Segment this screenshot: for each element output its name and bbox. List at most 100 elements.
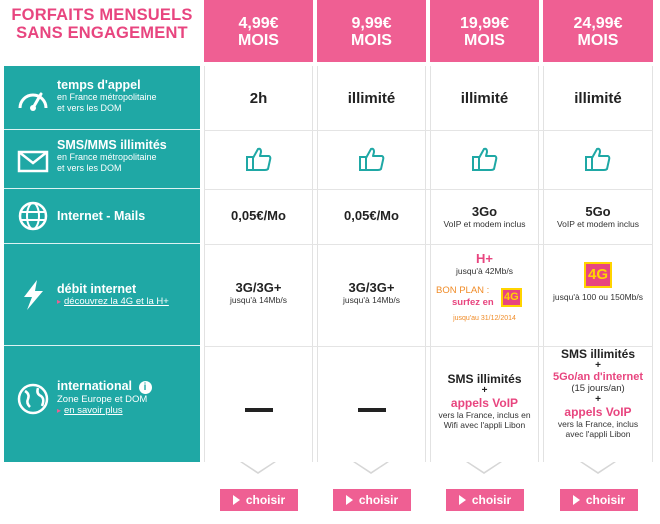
row-subtitle: et vers les DOM <box>57 163 122 173</box>
lightning-icon <box>24 280 43 310</box>
plan-period: MOIS <box>351 32 392 49</box>
appels-voip: appels VoIP <box>564 405 632 419</box>
title-line-2: SANS ENGAGEMENT <box>16 24 188 42</box>
row-title: SMS/MMS illimités <box>57 138 167 152</box>
globe-at-icon <box>18 201 48 231</box>
plus-sign: + <box>481 385 488 396</box>
discover-4g-link[interactable]: ▸ découvrez la 4G et la H+ <box>57 296 169 308</box>
cell-international-plan-4: SMS illimités + 5Go/an d'internet (15 jo… <box>543 347 653 439</box>
badge-4g: 4G <box>501 287 522 307</box>
plan-price: 24,99€ <box>573 15 623 32</box>
row-label-internet: Internet - Mails <box>4 189 200 243</box>
row-title: Internet - Mails <box>57 209 146 223</box>
choose-plan-3-button[interactable]: choisir <box>446 489 524 511</box>
sms-illimites: SMS illimités <box>560 347 636 361</box>
cell-appel-plan-1: 2h <box>249 90 268 107</box>
plus-sign: + <box>595 360 601 371</box>
row-title: temps d'appel <box>57 78 141 92</box>
data-note: VoIP et modem inclus <box>443 219 526 229</box>
plan-3-column <box>430 66 539 462</box>
bon-plan-label: BON PLAN : <box>436 285 490 296</box>
world-icon <box>17 383 49 415</box>
button-label: choisir <box>585 493 626 507</box>
row-divider <box>4 345 200 346</box>
play-arrow-icon <box>232 495 240 505</box>
column-pointer-inner <box>581 461 615 472</box>
row-title-text: international <box>57 379 133 393</box>
cell-debit-plan-4: 4G jusqu'à 100 ou 150Mb/s <box>543 262 653 302</box>
column-pointer-inner <box>241 461 275 472</box>
row-label-appel: temps d'appel en France métropolitaine e… <box>4 66 200 129</box>
plan-3-price-header: 19,99€ MOIS <box>430 0 539 62</box>
row-subtitle: en France métropolitaine <box>57 92 157 102</box>
cell-divider <box>204 130 653 131</box>
appels-voip: appels VoIP <box>450 396 519 410</box>
bon-plan-promo: BON PLAN : surfez en 4G <box>430 285 539 313</box>
plan-price: 9,99€ <box>351 15 392 32</box>
learn-more-link[interactable]: ▸ en savoir plus <box>57 405 152 417</box>
row-title: international i <box>57 379 152 394</box>
voip-note: Wifi avec l'appli Libon <box>443 420 526 430</box>
thumbs-up-icon <box>246 147 272 171</box>
choose-plan-1-button[interactable]: choisir <box>220 489 298 511</box>
speed-label: 3G/3G+ <box>235 280 282 295</box>
data-note: VoIP et modem inclus <box>556 219 640 229</box>
column-pointer-inner <box>354 461 388 472</box>
button-label: choisir <box>358 493 399 507</box>
row-label-sms: SMS/MMS illimités en France métropolitai… <box>4 130 200 188</box>
speed-note: jusqu'à 100 ou 150Mb/s <box>553 292 643 302</box>
cell-appel-plan-2: illimité <box>347 90 396 107</box>
row-divider <box>4 129 200 130</box>
plan-1-column <box>204 66 313 462</box>
thumbs-up-icon <box>359 147 385 171</box>
button-label: choisir <box>245 493 286 507</box>
plan-price: 4,99€ <box>238 15 279 32</box>
cell-internet-plan-3: 3Go VoIP et modem inclus <box>430 204 539 229</box>
play-arrow-icon <box>572 495 580 505</box>
row-label-international: international i Zone Europe et DOM ▸ en s… <box>4 346 200 462</box>
cell-divider <box>204 244 653 245</box>
cell-debit-plan-2: 3G/3G+ jusqu'à 14Mb/s <box>317 280 426 305</box>
cell-divider <box>204 346 653 347</box>
sms-illimites: SMS illimités <box>447 372 522 386</box>
row-label-debit: débit internet ▸ découvrez la 4G et la H+ <box>4 244 200 345</box>
row-subtitle: et vers les DOM <box>57 103 122 113</box>
play-arrow-icon <box>345 495 353 505</box>
not-included-dash <box>244 408 273 412</box>
row-subtitle: Zone Europe et DOM <box>57 394 148 405</box>
cell-divider <box>204 189 653 190</box>
voip-note: vers la France, inclus <box>557 419 639 429</box>
choose-plan-4-button[interactable]: choisir <box>560 489 638 511</box>
features-sidebar <box>4 66 200 462</box>
cell-international-plan-3: SMS illimités + appels VoIP vers la Fran… <box>430 372 539 430</box>
plan-2-price-header: 9,99€ MOIS <box>317 0 426 62</box>
badge-4g: 4G <box>543 262 653 288</box>
cell-internet-plan-4: 5Go VoIP et modem inclus <box>543 204 653 229</box>
voip-note: vers la France, inclus en <box>438 410 531 420</box>
row-divider <box>4 243 200 244</box>
cell-debit-plan-3: H+ jusqu'à 42Mb/s BON PLAN : surfez en 4… <box>430 251 539 324</box>
voip-note: avec l'appli Libon <box>565 429 631 439</box>
choose-plan-2-button[interactable]: choisir <box>333 489 411 511</box>
plan-4-price-header: 24,99€ MOIS <box>543 0 653 62</box>
surfez-label: surfez en <box>452 297 494 308</box>
speed-note: jusqu'à 42Mb/s <box>456 266 513 276</box>
plan-1-price-header: 4,99€ MOIS <box>204 0 313 62</box>
cell-debit-plan-1: 3G/3G+ jusqu'à 14Mb/s <box>204 280 313 305</box>
cell-internet-plan-1: 0,05€/Mo <box>231 208 286 223</box>
cell-international-plan-1 <box>204 399 313 417</box>
row-title: débit internet <box>57 282 137 296</box>
info-icon[interactable]: i <box>138 381 152 394</box>
button-label: choisir <box>471 493 512 507</box>
speed-note: jusqu'à 14Mb/s <box>343 295 400 305</box>
plus-sign: + <box>595 394 601 405</box>
cell-internet-plan-2: 0,05€/Mo <box>344 208 399 223</box>
row-divider <box>4 188 200 189</box>
page-title: FORFAITS MENSUELS SANS ENGAGEMENT <box>4 6 200 42</box>
data-amount: 3Go <box>471 204 498 219</box>
play-arrow-icon <box>458 495 466 505</box>
link-bullet-icon: ▸ <box>57 406 62 415</box>
link-label: découvrez la 4G et la H+ <box>64 296 169 307</box>
cell-international-plan-2 <box>317 399 426 417</box>
row-subtitle: en France métropolitaine <box>57 152 157 162</box>
